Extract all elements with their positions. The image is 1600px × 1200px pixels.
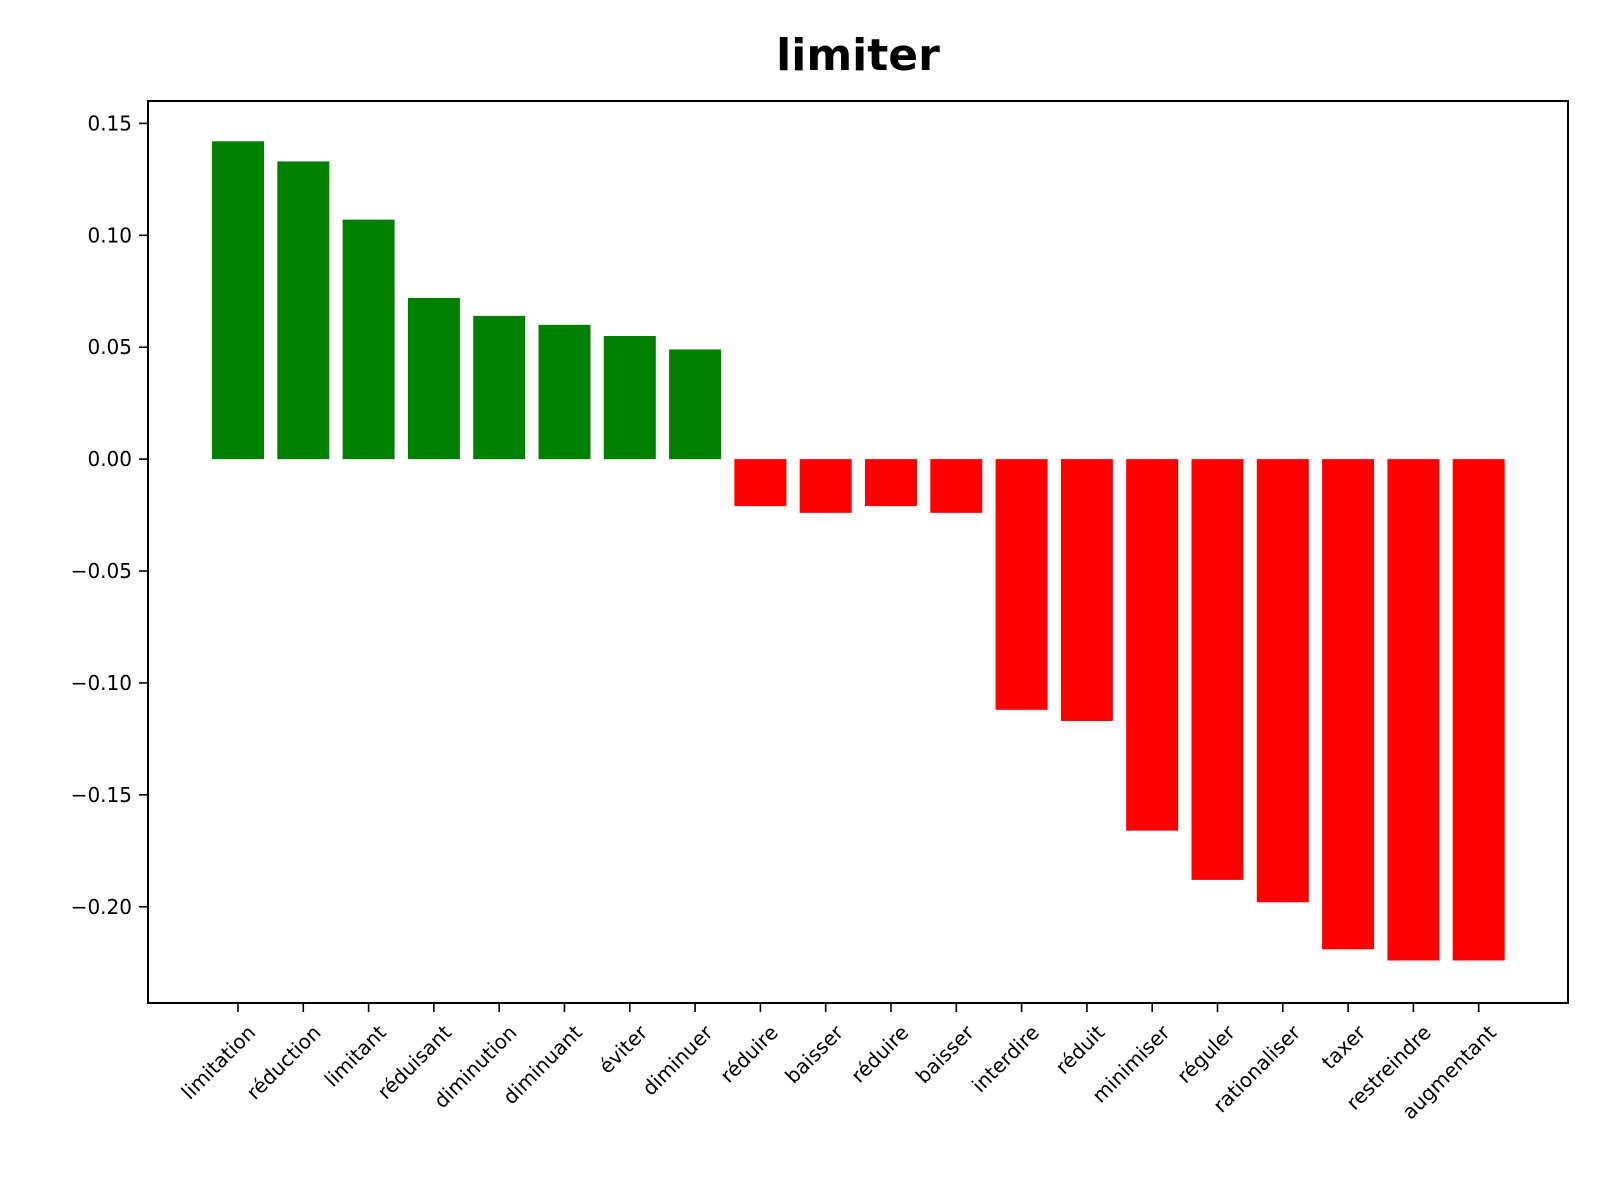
bar-9 [799, 459, 852, 513]
bar-6 [603, 336, 656, 460]
bar-1 [277, 161, 330, 460]
bar-8 [734, 459, 787, 507]
bar-17 [1322, 459, 1375, 950]
y-tick-label-5: −0.10 [71, 671, 132, 695]
y-tick-label-7: −0.20 [71, 895, 132, 919]
bar-16 [1256, 459, 1309, 903]
x-tick-label-17: taxer [1317, 1020, 1371, 1074]
x-tick-label-7: diminuer [637, 1020, 718, 1101]
bar-18 [1387, 459, 1440, 961]
bar-19 [1452, 459, 1505, 961]
bars-group [212, 141, 1505, 961]
bar-2 [342, 219, 395, 460]
y-tick-label-3: 0.00 [87, 447, 132, 471]
y-axis: 0.15 0.10 0.05 0.00 −0.05 −0.10 −0.15 −0.20 [71, 111, 148, 919]
bar-10 [865, 459, 917, 507]
x-tick-label-6: éviter [594, 1020, 653, 1079]
bar-15 [1191, 459, 1244, 880]
bar-5 [538, 324, 591, 460]
bar-13 [1060, 459, 1113, 721]
bar-3 [407, 297, 460, 460]
chart-title: limiter [776, 30, 940, 81]
y-tick-label-4: −0.05 [71, 559, 132, 583]
x-tick-label-12: interdire [967, 1020, 1044, 1097]
x-tick-label-8: réduire [715, 1020, 782, 1087]
bar-14 [1126, 459, 1179, 831]
x-tick-label-10: réduire [846, 1020, 913, 1087]
y-tick-label-0: 0.15 [87, 111, 132, 135]
bar-7 [669, 349, 722, 460]
plot-frame [147, 100, 1569, 1004]
x-tick-label-13: réduit [1051, 1020, 1110, 1079]
bar-11 [930, 459, 983, 513]
y-tick-label-2: 0.05 [87, 335, 132, 359]
bar-0 [212, 141, 264, 460]
x-tick-label-9: baisser [780, 1020, 848, 1088]
bar-12 [995, 459, 1048, 710]
bar-4 [473, 315, 526, 460]
y-tick-label-6: −0.15 [71, 783, 132, 807]
x-axis: limitationréductionlimitantréduisantdimi… [176, 1003, 1501, 1124]
y-tick-label-1: 0.10 [87, 223, 132, 247]
